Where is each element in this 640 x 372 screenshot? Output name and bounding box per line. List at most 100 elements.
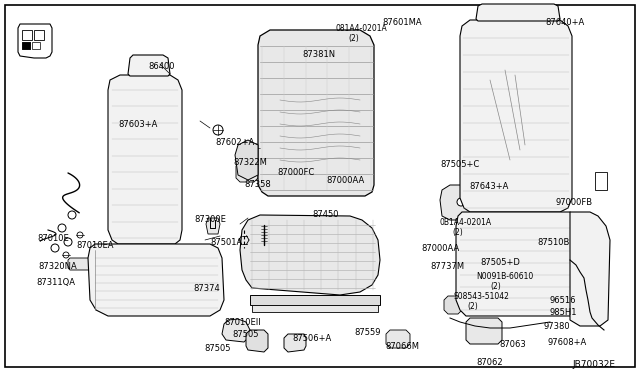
Text: 87505: 87505 [204, 344, 230, 353]
Circle shape [267, 47, 273, 53]
Text: 87381N: 87381N [302, 50, 335, 59]
Text: 87066M: 87066M [385, 342, 419, 351]
Polygon shape [456, 212, 578, 316]
Text: 97380: 97380 [543, 322, 570, 331]
Polygon shape [466, 318, 502, 344]
Circle shape [63, 252, 69, 258]
Text: 87603+A: 87603+A [118, 120, 157, 129]
Text: 87311QA: 87311QA [36, 278, 75, 287]
Bar [22, 42, 30, 49]
Bar [595, 172, 607, 190]
Text: 87320NA: 87320NA [38, 262, 77, 271]
Circle shape [252, 144, 260, 152]
Circle shape [357, 182, 363, 188]
Text: 87505+D: 87505+D [480, 258, 520, 267]
Text: 87000AA: 87000AA [326, 176, 364, 185]
Polygon shape [206, 218, 220, 234]
Bar [34, 30, 44, 40]
Polygon shape [460, 20, 572, 212]
Text: 96516: 96516 [549, 296, 575, 305]
Text: 87601MA: 87601MA [382, 18, 422, 27]
Circle shape [213, 125, 223, 135]
Text: (2): (2) [452, 228, 463, 237]
Circle shape [77, 232, 83, 238]
Circle shape [317, 57, 327, 67]
Text: 87010EA: 87010EA [76, 241, 113, 250]
Circle shape [312, 182, 318, 188]
Text: 87062: 87062 [476, 358, 502, 367]
Text: 87300E: 87300E [194, 215, 226, 224]
Text: 87643+A: 87643+A [469, 182, 508, 191]
Text: 87602+A: 87602+A [215, 138, 254, 147]
Text: 87737M: 87737M [430, 262, 464, 271]
Text: 87000FC: 87000FC [277, 168, 314, 177]
Text: (2): (2) [490, 282, 500, 291]
Polygon shape [580, 268, 602, 302]
Circle shape [257, 296, 262, 301]
Text: 985H1: 985H1 [549, 308, 577, 317]
Bar [138, 73, 142, 81]
Bar [22, 30, 32, 40]
Text: 87510B: 87510B [537, 238, 570, 247]
Circle shape [51, 244, 59, 252]
Polygon shape [68, 258, 90, 270]
Polygon shape [108, 75, 182, 244]
Circle shape [145, 117, 151, 123]
Text: (2): (2) [348, 34, 359, 43]
Circle shape [287, 296, 292, 301]
Text: 87450: 87450 [312, 210, 339, 219]
Circle shape [312, 47, 318, 53]
Text: 081A4-0201A: 081A4-0201A [335, 24, 387, 33]
Circle shape [457, 198, 465, 206]
Circle shape [537, 240, 545, 248]
Bar [252, 305, 378, 312]
Polygon shape [240, 215, 380, 295]
Text: 87506+A: 87506+A [292, 334, 332, 343]
Circle shape [64, 238, 72, 246]
Text: 87505: 87505 [232, 330, 259, 339]
Text: N0091B-60610: N0091B-60610 [476, 272, 533, 281]
Text: 87322M: 87322M [233, 158, 267, 167]
Circle shape [372, 296, 378, 301]
Text: 87000AA: 87000AA [421, 244, 460, 253]
Text: 86400: 86400 [148, 62, 175, 71]
Bar [538, 18, 543, 23]
Polygon shape [306, 50, 340, 78]
Bar [490, 18, 495, 23]
Text: 87063: 87063 [499, 340, 525, 349]
Text: (2): (2) [467, 302, 477, 311]
Polygon shape [88, 244, 224, 316]
Text: 87505+C: 87505+C [440, 160, 479, 169]
Polygon shape [222, 319, 250, 342]
Polygon shape [440, 185, 482, 220]
Circle shape [317, 296, 323, 301]
Polygon shape [235, 140, 258, 180]
Polygon shape [582, 230, 602, 264]
Text: 87501A: 87501A [210, 238, 243, 247]
Bar [32, 42, 40, 49]
Circle shape [68, 211, 76, 219]
Polygon shape [444, 296, 462, 314]
Text: 87358: 87358 [244, 180, 271, 189]
Circle shape [58, 224, 66, 232]
Bar [152, 73, 156, 81]
Text: 97608+A: 97608+A [547, 338, 586, 347]
Text: 87559: 87559 [354, 328, 381, 337]
Circle shape [357, 47, 363, 53]
Text: 0B1A4-0201A: 0B1A4-0201A [440, 218, 492, 227]
Text: 87010E: 87010E [37, 234, 68, 243]
Polygon shape [284, 334, 306, 352]
Polygon shape [246, 330, 268, 352]
Bar [22, 42, 30, 49]
Text: 97000FB: 97000FB [556, 198, 593, 207]
Polygon shape [570, 212, 610, 326]
Polygon shape [128, 55, 170, 76]
Text: 87640+A: 87640+A [545, 18, 584, 27]
Text: JB70032E: JB70032E [572, 360, 615, 369]
Polygon shape [476, 4, 560, 21]
Text: 87010EII: 87010EII [224, 318, 260, 327]
Circle shape [267, 182, 273, 188]
Bar [250, 295, 380, 305]
Polygon shape [386, 330, 410, 348]
Circle shape [348, 296, 353, 301]
